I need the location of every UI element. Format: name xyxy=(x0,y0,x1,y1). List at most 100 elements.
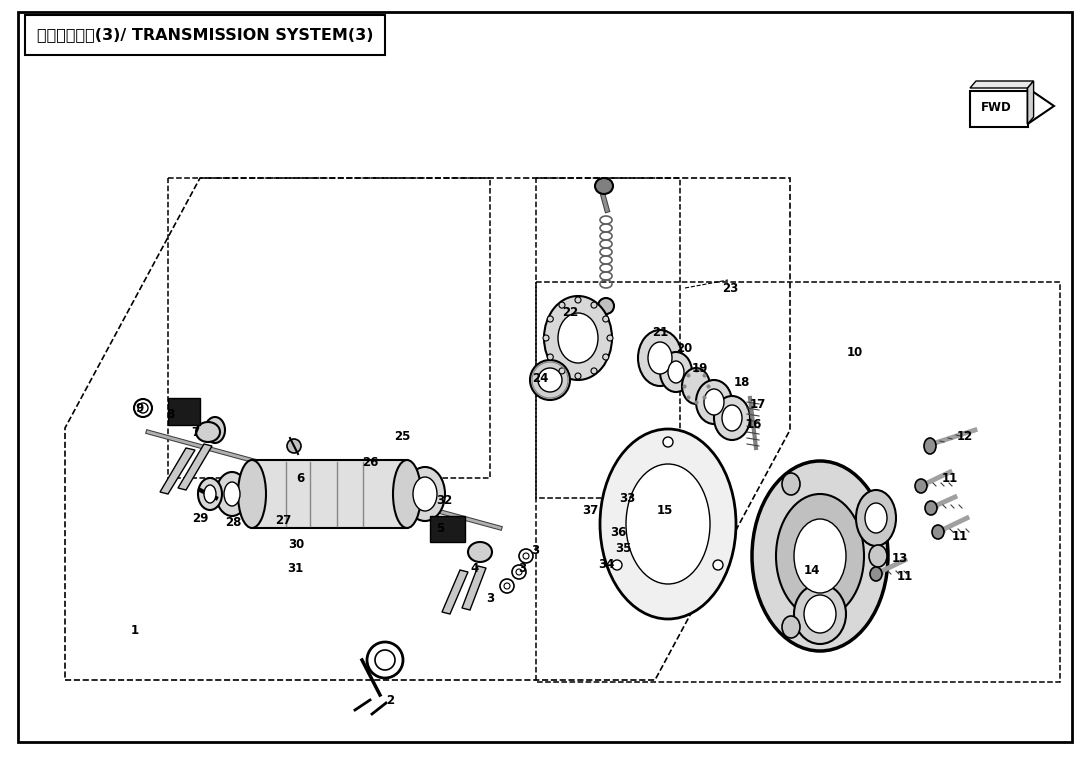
Ellipse shape xyxy=(205,417,225,443)
Circle shape xyxy=(504,583,510,589)
Ellipse shape xyxy=(682,368,710,404)
Bar xyxy=(25,15,385,55)
Ellipse shape xyxy=(804,595,836,633)
Ellipse shape xyxy=(794,519,846,593)
Polygon shape xyxy=(160,448,195,494)
Circle shape xyxy=(663,437,673,447)
Ellipse shape xyxy=(558,313,598,363)
Ellipse shape xyxy=(776,494,864,618)
Ellipse shape xyxy=(697,380,732,424)
Ellipse shape xyxy=(225,482,240,506)
Ellipse shape xyxy=(204,485,216,503)
Text: 14: 14 xyxy=(803,563,820,577)
Circle shape xyxy=(543,335,549,341)
Text: 18: 18 xyxy=(734,375,750,388)
Polygon shape xyxy=(1028,88,1054,124)
Ellipse shape xyxy=(870,567,882,581)
Text: 7: 7 xyxy=(191,426,199,439)
Text: 4: 4 xyxy=(471,562,480,575)
Text: 23: 23 xyxy=(722,281,738,295)
Ellipse shape xyxy=(722,405,742,431)
Ellipse shape xyxy=(865,503,887,533)
Text: 5: 5 xyxy=(436,521,444,534)
Circle shape xyxy=(134,399,152,417)
Circle shape xyxy=(598,298,614,314)
Text: 37: 37 xyxy=(582,504,598,517)
Polygon shape xyxy=(1028,81,1033,124)
Text: 28: 28 xyxy=(225,515,241,528)
Text: 9: 9 xyxy=(136,401,144,414)
Text: 35: 35 xyxy=(615,541,631,555)
Polygon shape xyxy=(429,516,465,542)
Text: 16: 16 xyxy=(746,417,762,430)
Circle shape xyxy=(713,560,723,570)
Circle shape xyxy=(516,569,522,575)
Text: 3: 3 xyxy=(486,591,494,604)
Text: 20: 20 xyxy=(676,341,692,354)
Circle shape xyxy=(576,373,581,379)
Text: 12: 12 xyxy=(957,429,973,442)
Circle shape xyxy=(603,354,608,360)
Ellipse shape xyxy=(714,396,750,440)
Text: 24: 24 xyxy=(532,372,548,385)
Text: 33: 33 xyxy=(619,492,635,505)
Text: 13: 13 xyxy=(892,552,908,565)
Text: 36: 36 xyxy=(609,525,626,539)
Circle shape xyxy=(576,297,581,303)
Text: 2: 2 xyxy=(386,693,395,707)
Ellipse shape xyxy=(238,460,266,528)
Polygon shape xyxy=(462,566,486,610)
Bar xyxy=(970,91,1028,127)
Ellipse shape xyxy=(782,473,800,495)
Text: 34: 34 xyxy=(597,559,614,572)
Circle shape xyxy=(559,368,565,374)
Ellipse shape xyxy=(647,342,673,374)
Polygon shape xyxy=(252,460,407,528)
Polygon shape xyxy=(178,444,211,490)
Circle shape xyxy=(559,302,565,308)
Circle shape xyxy=(519,549,533,563)
Text: 15: 15 xyxy=(657,504,674,517)
Circle shape xyxy=(538,368,562,392)
Ellipse shape xyxy=(413,477,437,511)
Text: 31: 31 xyxy=(287,562,303,575)
Text: 换档变速系统(3)/ TRANSMISSION SYSTEM(3): 换档变速系统(3)/ TRANSMISSION SYSTEM(3) xyxy=(37,27,373,43)
Text: 17: 17 xyxy=(750,397,766,410)
Ellipse shape xyxy=(468,542,492,562)
Text: 22: 22 xyxy=(561,306,578,318)
Text: 26: 26 xyxy=(362,455,378,468)
Ellipse shape xyxy=(600,429,736,619)
Text: 25: 25 xyxy=(393,429,410,442)
Text: 19: 19 xyxy=(692,362,708,375)
Circle shape xyxy=(603,316,608,322)
Text: 6: 6 xyxy=(295,471,304,485)
Ellipse shape xyxy=(196,422,220,442)
Text: 27: 27 xyxy=(275,514,291,527)
Text: 30: 30 xyxy=(288,537,304,550)
Ellipse shape xyxy=(704,389,724,415)
Text: 3: 3 xyxy=(518,562,526,575)
Circle shape xyxy=(367,642,403,678)
Circle shape xyxy=(287,439,301,453)
Circle shape xyxy=(512,565,526,579)
Text: FWD: FWD xyxy=(981,101,1012,114)
Text: 11: 11 xyxy=(952,530,968,543)
Text: 21: 21 xyxy=(652,325,668,338)
Ellipse shape xyxy=(869,545,887,567)
Circle shape xyxy=(138,403,148,413)
Text: 3: 3 xyxy=(531,543,540,556)
Ellipse shape xyxy=(216,472,249,516)
Ellipse shape xyxy=(626,464,710,584)
Ellipse shape xyxy=(925,501,937,515)
Circle shape xyxy=(591,368,597,374)
Text: 32: 32 xyxy=(436,493,452,506)
Circle shape xyxy=(530,360,570,400)
Polygon shape xyxy=(443,570,468,614)
Ellipse shape xyxy=(405,467,445,521)
Ellipse shape xyxy=(924,438,936,454)
Text: 29: 29 xyxy=(192,511,208,524)
Circle shape xyxy=(547,316,554,322)
Ellipse shape xyxy=(915,479,926,493)
Text: 1: 1 xyxy=(131,623,140,637)
Circle shape xyxy=(375,650,395,670)
